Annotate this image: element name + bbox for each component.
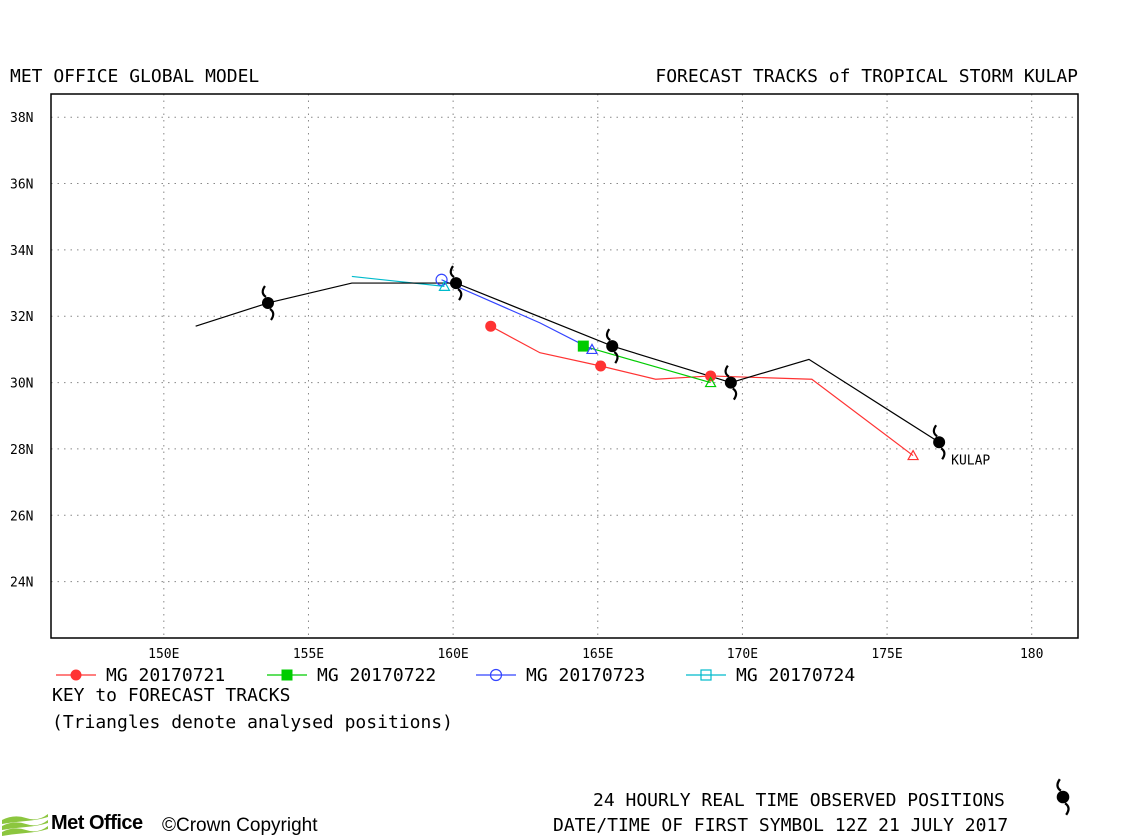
observed-track-line <box>195 282 940 443</box>
y-tick-label: 32N <box>10 310 33 325</box>
legend-marker <box>70 669 82 681</box>
legend-label: MG 20170723 <box>526 665 645 686</box>
analysed-position-triangle <box>704 376 717 388</box>
observed-positions-label: 24 HOURLY REAL TIME OBSERVED POSITIONS <box>593 790 1005 811</box>
x-tick-label: 160E <box>437 647 468 662</box>
x-tick-label: 155E <box>293 647 324 662</box>
x-tick-label: 150E <box>148 647 179 662</box>
y-tick-label: 24N <box>10 576 33 591</box>
first-symbol-datetime: DATE/TIME OF FIRST SYMBOL 12Z 21 JULY 20… <box>553 815 1009 836</box>
y-tick-label: 36N <box>10 178 33 193</box>
storm-name-label: KULAP <box>951 453 990 468</box>
met-office-logo-icon <box>2 814 48 836</box>
forecast-marker <box>595 360 607 372</box>
met-office-logo-text: Met Office <box>51 812 143 834</box>
y-tick-label: 26N <box>10 509 33 524</box>
y-tick-label: 34N <box>10 244 33 259</box>
analysed-position-triangle <box>585 343 599 355</box>
observed-position-symbol <box>605 328 619 364</box>
legend-marker <box>700 669 712 681</box>
forecast-marker <box>485 320 497 332</box>
legend-label: MG 20170724 <box>736 665 855 686</box>
y-tick-label: 28N <box>10 443 33 458</box>
footer-observed-symbol <box>1056 778 1070 816</box>
forecast-marker <box>435 273 448 286</box>
forecast-marker <box>705 370 717 382</box>
plot-frame <box>50 93 1079 639</box>
legend-marker <box>489 668 503 682</box>
forecast-track-line <box>490 325 914 457</box>
analysed-position-triangle <box>907 449 920 461</box>
observed-position-symbol <box>724 364 738 401</box>
forecast-track-line <box>583 345 711 384</box>
observed-position-symbol <box>932 424 946 460</box>
key-note: (Triangles denote analysed positions) <box>52 712 453 733</box>
key-title: KEY to FORECAST TRACKS <box>52 685 291 706</box>
crown-copyright: ©Crown Copyright <box>162 815 318 836</box>
forecast-marker <box>577 340 589 352</box>
observed-position-symbol <box>261 285 275 321</box>
y-tick-label: 38N <box>10 111 33 126</box>
x-tick-label: 180 <box>1020 647 1043 662</box>
x-tick-label: 175E <box>871 647 902 662</box>
analysed-position-triangle <box>438 280 451 291</box>
forecast-title: FORECAST TRACKS of TROPICAL STORM KULAP <box>655 66 1078 87</box>
model-title: MET OFFICE GLOBAL MODEL <box>10 66 260 87</box>
legend-label: MG 20170721 <box>106 665 225 686</box>
forecast-track-line <box>441 279 593 350</box>
x-tick-label: 170E <box>727 647 758 662</box>
legend-marker <box>281 669 293 681</box>
observed-position-symbol <box>449 265 463 301</box>
legend-label: MG 20170722 <box>317 665 436 686</box>
forecast-track-line <box>351 275 445 287</box>
x-tick-label: 165E <box>582 647 613 662</box>
y-tick-label: 30N <box>10 377 33 392</box>
